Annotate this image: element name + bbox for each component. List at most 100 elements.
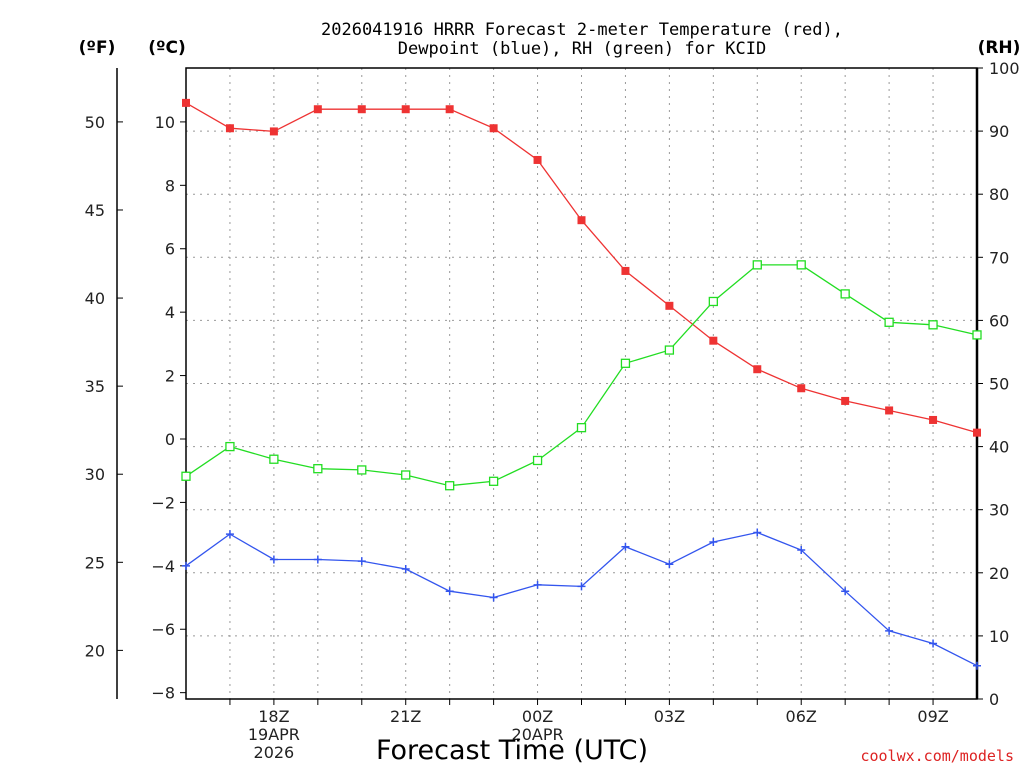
rh-tick-label: 40 bbox=[989, 438, 1009, 457]
time-tick-label: 06Z bbox=[786, 707, 817, 726]
celsius-tick-label: 6 bbox=[165, 240, 175, 259]
rh-tick-label: 90 bbox=[989, 122, 1009, 141]
temperature-point bbox=[797, 384, 806, 393]
rh-tick-label: 70 bbox=[989, 248, 1009, 267]
time-tick-label: 18Z bbox=[258, 707, 289, 726]
celsius-tick-label: 10 bbox=[155, 113, 175, 132]
time-tick-label: 09Z bbox=[917, 707, 948, 726]
rh-point bbox=[225, 441, 235, 452]
rh-point bbox=[445, 481, 455, 491]
dewpoint-point bbox=[313, 555, 322, 564]
temperature-point bbox=[973, 428, 981, 437]
rh-point bbox=[708, 296, 718, 307]
rh-point bbox=[928, 320, 938, 330]
temperature-point bbox=[533, 155, 542, 164]
rh-point bbox=[532, 455, 543, 466]
temperature-point bbox=[621, 266, 630, 275]
temperature-point bbox=[885, 406, 894, 415]
temperature-point bbox=[445, 105, 454, 114]
dewpoint-point bbox=[225, 530, 234, 539]
rh-point bbox=[269, 454, 279, 464]
dewpoint-point bbox=[577, 582, 586, 591]
temperature-point bbox=[182, 98, 190, 107]
celsius-tick-label: 0 bbox=[165, 430, 175, 449]
dewpoint-point bbox=[533, 580, 542, 589]
celsius-tick-label: 8 bbox=[165, 176, 175, 195]
rh-line bbox=[185, 264, 978, 487]
dewpoint-point bbox=[401, 564, 410, 573]
temperature-point bbox=[489, 124, 498, 133]
fahrenheit-tick-label: 35 bbox=[85, 377, 105, 396]
rh-tick-label: 80 bbox=[989, 185, 1009, 204]
dewpoint-point bbox=[665, 560, 674, 569]
temperature-point bbox=[401, 105, 410, 114]
celsius-tick-label: 4 bbox=[165, 303, 175, 322]
rh-point bbox=[752, 260, 762, 270]
rh-point bbox=[620, 358, 631, 368]
temperature-point bbox=[929, 415, 938, 424]
rh-tick-label: 0 bbox=[989, 690, 999, 709]
dewpoint-point bbox=[841, 587, 850, 596]
rh-point bbox=[357, 465, 367, 475]
celsius-tick-label: −6 bbox=[151, 620, 175, 639]
celsius-tick-label: −4 bbox=[151, 557, 175, 576]
rh-point bbox=[972, 330, 982, 340]
temperature-point bbox=[841, 396, 850, 405]
dewpoint-point bbox=[621, 542, 630, 551]
chart-title-line1: 2026041916 HRRR Forecast 2-meter Tempera… bbox=[321, 20, 843, 40]
rh-point bbox=[313, 464, 323, 474]
dewpoint-point bbox=[929, 639, 938, 648]
temperature-point bbox=[753, 365, 762, 374]
rh-tick-label: 20 bbox=[989, 564, 1009, 583]
series-layer bbox=[181, 98, 982, 670]
credit-label: coolwx.com/models bbox=[860, 747, 1014, 765]
rh-tick-label: 60 bbox=[989, 311, 1009, 330]
celsius-tick-label: −2 bbox=[151, 493, 175, 512]
dewpoint-point bbox=[182, 561, 190, 570]
date-tick-label: 19APR bbox=[248, 725, 300, 744]
dewpoint-point bbox=[885, 626, 894, 635]
dewpoint-point bbox=[797, 545, 806, 554]
dewpoint-point bbox=[489, 593, 498, 602]
dewpoint-point bbox=[445, 587, 454, 596]
rh-point bbox=[796, 260, 806, 270]
rh-point bbox=[181, 471, 191, 481]
fahrenheit-tick-label: 25 bbox=[85, 553, 105, 572]
date-tick-label: 2026 bbox=[254, 743, 295, 762]
axes: −8 −6 −4 −2 0 2 4 6 8 10 20 25 30 35 40 45 50 0 10 20 30 40 50… bbox=[85, 59, 1020, 762]
time-tick-label: 03Z bbox=[654, 707, 685, 726]
time-tick-label: 21Z bbox=[390, 707, 421, 726]
rh-tick-label: 30 bbox=[989, 501, 1009, 520]
rh-point bbox=[576, 423, 587, 433]
fahrenheit-tick-label: 50 bbox=[85, 113, 105, 132]
fahrenheit-tick-label: 20 bbox=[85, 641, 105, 660]
unit-label-rh: (RH) bbox=[978, 38, 1021, 58]
temperature-point bbox=[313, 105, 322, 114]
temperature-point bbox=[577, 216, 586, 225]
dewpoint-point bbox=[973, 661, 981, 670]
temperature-point bbox=[225, 124, 234, 133]
temperature-point bbox=[357, 105, 366, 114]
grid bbox=[186, 68, 977, 699]
dewpoint-point bbox=[709, 538, 718, 547]
rh-point bbox=[884, 317, 894, 327]
fahrenheit-tick-label: 40 bbox=[85, 289, 105, 308]
rh-tick-label: 50 bbox=[989, 375, 1009, 394]
time-tick-label: 00Z bbox=[522, 707, 553, 726]
dewpoint-point bbox=[357, 557, 366, 566]
unit-label-celsius: (ºC) bbox=[148, 38, 186, 58]
temperature-point bbox=[709, 336, 718, 345]
celsius-tick-label: −8 bbox=[151, 684, 175, 703]
date-tick-label: 20APR bbox=[512, 725, 564, 744]
rh-point bbox=[840, 289, 850, 299]
temperature-point bbox=[269, 127, 278, 136]
rh-point bbox=[664, 345, 675, 355]
temperature-point bbox=[665, 301, 674, 310]
rh-tick-label: 10 bbox=[989, 627, 1009, 646]
rh-point bbox=[401, 470, 411, 480]
rh-tick-label: 100 bbox=[989, 59, 1020, 78]
chart-title-line2: Dewpoint (blue), RH (green) for KCID bbox=[398, 39, 766, 59]
dewpoint-point bbox=[753, 528, 762, 537]
fahrenheit-tick-label: 45 bbox=[85, 201, 105, 220]
